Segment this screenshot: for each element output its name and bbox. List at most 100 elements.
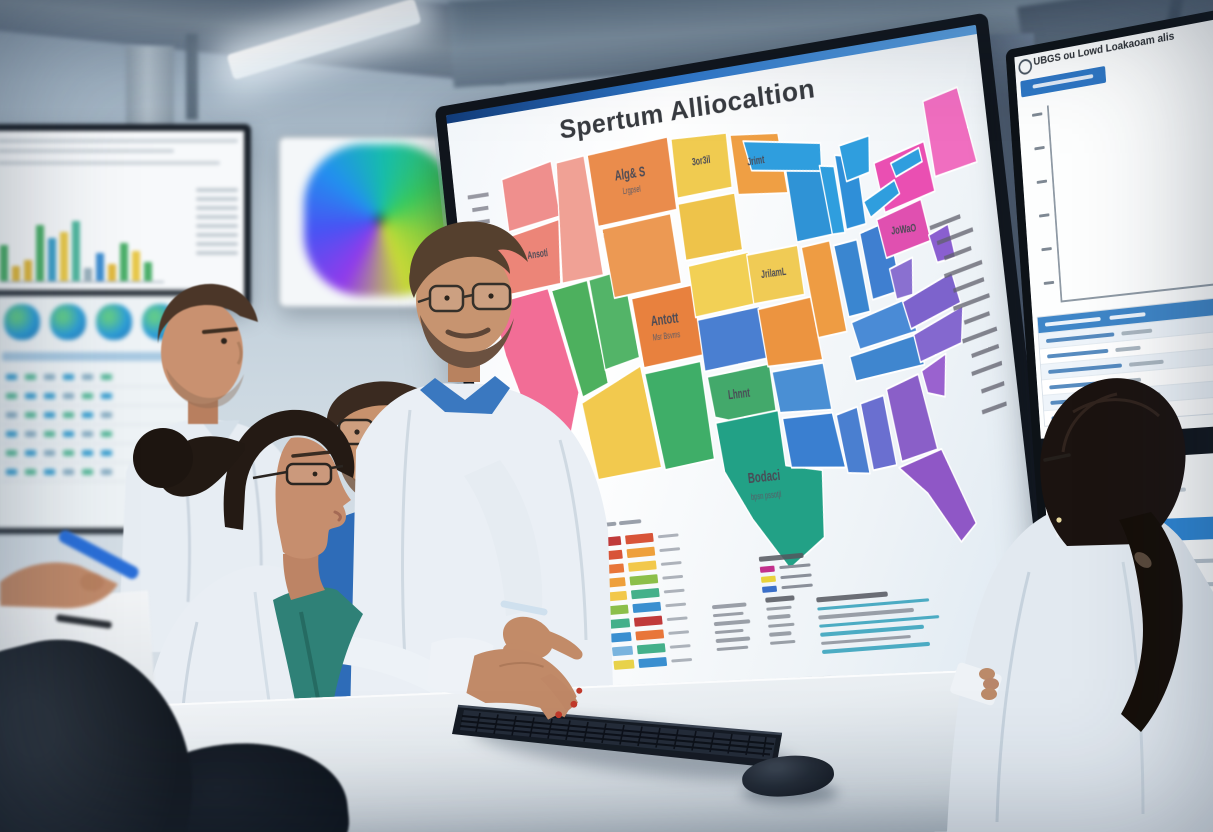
ceiling-rod bbox=[186, 34, 198, 120]
map-state bbox=[501, 160, 561, 232]
nail bbox=[570, 700, 578, 708]
map-state bbox=[859, 220, 902, 300]
map-state bbox=[746, 245, 805, 305]
mustache bbox=[445, 327, 491, 339]
svg-text:3or3il: 3or3il bbox=[691, 153, 711, 168]
screen-table bbox=[765, 594, 817, 650]
svg-text:Msr Bsvms: Msr Bsvms bbox=[652, 329, 681, 343]
map-labels: Alg& S Lrgpsel 3or3il Jrimt Ansoti Antot… bbox=[527, 153, 917, 502]
hair bbox=[409, 221, 528, 298]
ponytail bbox=[1119, 512, 1183, 732]
map-state bbox=[757, 296, 822, 367]
map-state bbox=[785, 159, 833, 242]
svg-text:JrilamL: JrilamL bbox=[760, 265, 787, 281]
face bbox=[161, 300, 243, 404]
svg-text:bpsn pssotjl: bpsn pssotjl bbox=[750, 488, 782, 502]
circle-icon bbox=[1017, 57, 1033, 76]
table-header-bar bbox=[2, 352, 192, 361]
map-state bbox=[875, 198, 932, 259]
toolbar-bar bbox=[0, 149, 175, 153]
bar bbox=[1079, 294, 1112, 299]
map-state bbox=[922, 85, 978, 177]
arm-sleeve bbox=[341, 636, 449, 698]
map-state bbox=[579, 365, 663, 481]
pen-on-table bbox=[56, 614, 112, 629]
map-state bbox=[772, 362, 832, 416]
glasses bbox=[1043, 453, 1071, 462]
hair-tie bbox=[1134, 552, 1152, 568]
typing-hand bbox=[427, 637, 583, 720]
svg-text:Alg& S: Alg& S bbox=[614, 163, 646, 184]
main-display: Spertum Alliocaltion bbox=[434, 12, 1068, 748]
map-state bbox=[631, 284, 704, 368]
finger bbox=[540, 673, 579, 712]
map-state bbox=[587, 136, 678, 227]
earring bbox=[1056, 517, 1062, 523]
map-state bbox=[715, 406, 833, 574]
toolbar-bar bbox=[0, 161, 220, 165]
hair bbox=[223, 409, 355, 530]
eyebrow bbox=[202, 327, 238, 334]
map-state bbox=[644, 361, 715, 471]
screen-table bbox=[711, 602, 756, 656]
bar-chart bbox=[0, 187, 164, 283]
bar bbox=[1184, 283, 1213, 287]
hand-with-pen bbox=[0, 530, 139, 629]
eye bbox=[312, 471, 318, 477]
glasses bbox=[252, 462, 344, 486]
hand-with-papers bbox=[950, 662, 1002, 706]
map-state bbox=[897, 446, 978, 547]
toolbar-bar bbox=[0, 139, 238, 143]
stubble bbox=[166, 368, 244, 409]
neck bbox=[283, 548, 325, 600]
shirt bbox=[202, 420, 240, 448]
finger bbox=[523, 678, 561, 720]
side-text-rows bbox=[194, 183, 240, 260]
map-state bbox=[671, 130, 733, 198]
svg-text:Lhnnt: Lhnnt bbox=[728, 387, 752, 403]
table-grid bbox=[2, 368, 192, 522]
map-state bbox=[697, 306, 768, 372]
beard bbox=[420, 315, 514, 368]
hand bbox=[466, 649, 577, 718]
scarf bbox=[273, 587, 363, 734]
map-state bbox=[707, 363, 777, 426]
stacked-bar-chart bbox=[1046, 75, 1213, 303]
pointing-hand bbox=[502, 616, 583, 660]
nail bbox=[555, 711, 563, 719]
svg-text:Antott: Antott bbox=[650, 309, 680, 329]
svg-text:Bodaci: Bodaci bbox=[747, 467, 781, 487]
svg-text:Jrimt: Jrimt bbox=[747, 153, 765, 168]
hair-bun bbox=[133, 428, 193, 488]
map-state bbox=[782, 412, 845, 474]
bar bbox=[1131, 289, 1164, 293]
map-state bbox=[601, 213, 682, 299]
blue-tab bbox=[1020, 65, 1107, 98]
hair bbox=[157, 283, 258, 344]
us-spectrum-map: Alg& S Lrgpsel 3or3il Jrimt Ansoti Antot… bbox=[467, 82, 1014, 613]
scientist-right-woman bbox=[947, 378, 1213, 832]
nail bbox=[576, 687, 583, 694]
eyebrow bbox=[291, 450, 333, 458]
svg-text:Ansoti: Ansoti bbox=[527, 246, 549, 261]
eye bbox=[354, 429, 360, 435]
eye bbox=[444, 295, 450, 301]
mini-legend bbox=[758, 552, 814, 596]
eye bbox=[221, 338, 227, 344]
svg-text:JoWaO: JoWaO bbox=[890, 221, 916, 237]
shirt-collar bbox=[420, 376, 510, 414]
map-state bbox=[678, 192, 743, 261]
map-state bbox=[885, 373, 939, 463]
keyboard bbox=[452, 704, 783, 768]
hair bbox=[1040, 378, 1186, 546]
wall-monitor-bar-chart bbox=[0, 124, 251, 308]
lips bbox=[333, 510, 342, 522]
main-display-screen: Spertum Alliocaltion bbox=[446, 24, 1052, 724]
map-state bbox=[872, 140, 936, 213]
map-state bbox=[688, 252, 757, 318]
pen bbox=[58, 530, 139, 579]
eye bbox=[488, 293, 494, 299]
svg-text:Lrgpsel: Lrgpsel bbox=[622, 183, 641, 196]
scientist-pointing-man bbox=[350, 221, 614, 720]
